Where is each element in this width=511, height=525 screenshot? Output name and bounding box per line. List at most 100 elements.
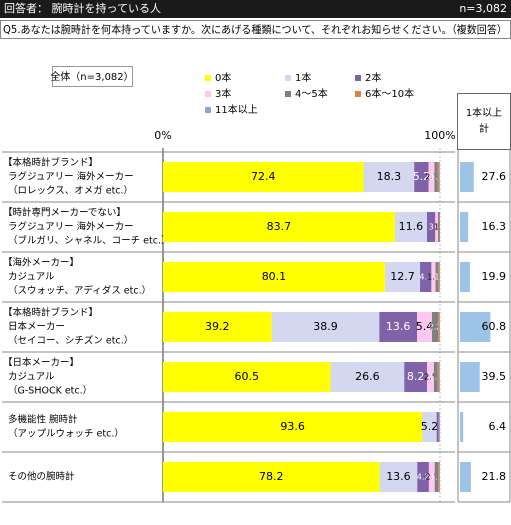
bar-segment xyxy=(435,212,439,242)
totals-title: 1本以上 xyxy=(466,106,502,119)
bar-segment xyxy=(438,412,440,442)
value-label: 1.5 xyxy=(427,273,440,282)
legend-swatch xyxy=(205,91,211,97)
legend-label: 11本以上 xyxy=(215,103,258,116)
total-bar xyxy=(460,312,491,342)
value-label: 83.7 xyxy=(267,220,292,233)
bar-segment xyxy=(437,362,440,392)
value-label: 60.5 xyxy=(235,370,260,383)
bar-segment xyxy=(439,362,440,392)
value-label: 11.6 xyxy=(399,220,424,233)
value-label: 72.4 xyxy=(251,170,276,183)
bar-segment xyxy=(394,212,427,242)
total-label: 19.9 xyxy=(482,270,507,283)
category-label: 【本格時計ブランド】 xyxy=(3,307,98,319)
value-label: 8.2 xyxy=(407,370,425,383)
bar-segment xyxy=(438,462,440,492)
bar-segment xyxy=(163,212,395,242)
legend-label: 4～5本 xyxy=(295,87,328,100)
total-bar xyxy=(460,462,471,492)
bar-segment xyxy=(439,212,440,242)
bar-segment xyxy=(434,462,439,492)
bar-segment xyxy=(428,462,435,492)
total-bar xyxy=(460,212,469,242)
category-label: ラグジュアリー 海外メーカー xyxy=(8,221,134,233)
bar-segment xyxy=(422,412,437,442)
value-label: 18.3 xyxy=(377,170,402,183)
value-label: 2.1 xyxy=(425,173,438,182)
category-label: 多機能性 腕時計 xyxy=(8,414,78,426)
total-label: 6.4 xyxy=(489,420,507,433)
bar-segment xyxy=(426,362,434,392)
bar-segment xyxy=(414,162,429,192)
value-label: 38.9 xyxy=(313,320,338,333)
category-label: （ブルガリ、シャネル、コーチ etc.） xyxy=(8,235,170,247)
value-label: 2.2 xyxy=(429,323,442,332)
bar-segment xyxy=(363,162,415,192)
total-label: 16.3 xyxy=(482,220,507,233)
bar-segment xyxy=(438,212,440,242)
bar-segment xyxy=(404,362,427,392)
bar-segment xyxy=(438,262,440,292)
value-label: 4.1 xyxy=(419,273,432,282)
total-label: 39.5 xyxy=(482,370,507,383)
total-label: 21.8 xyxy=(482,470,507,483)
bar-segment xyxy=(420,262,432,292)
bar-segment xyxy=(271,312,380,342)
category-label: 【日本メーカー】 xyxy=(3,357,79,369)
category-label: 【海外メーカー】 xyxy=(3,257,79,269)
bar-segment xyxy=(436,412,439,442)
category-label: （セイコー、シチズン etc.） xyxy=(8,335,133,347)
subtitle-box xyxy=(52,66,133,87)
category-label: 【本格時計ブランド】 xyxy=(3,157,98,169)
bar-segment xyxy=(433,362,438,392)
x-tick-label: 0% xyxy=(154,129,171,142)
bar-segment xyxy=(163,262,385,292)
x-tick-label: 100% xyxy=(424,129,455,142)
header-right: n=3,082 xyxy=(459,2,507,15)
value-label: 1 xyxy=(434,223,439,232)
header-left: 回答者： 腕時計を持っている人 xyxy=(4,1,161,15)
bar-segment xyxy=(163,462,380,492)
value-label: 78.2 xyxy=(259,470,284,483)
category-label: ラグジュアリー 海外メーカー xyxy=(8,171,134,183)
total-label: 27.6 xyxy=(482,170,507,183)
bar-segment xyxy=(163,362,331,392)
bar-segment xyxy=(330,362,405,392)
category-label: その他の腕時計 xyxy=(8,471,75,483)
value-label: 1.2 xyxy=(430,173,443,182)
value-label: 1 xyxy=(434,273,439,282)
bar-segment xyxy=(163,162,364,192)
legend-swatch xyxy=(205,75,211,81)
category-label: 日本メーカー xyxy=(8,321,65,333)
value-label: 5.4 xyxy=(416,320,434,333)
category-label: カジュアル xyxy=(8,272,55,283)
totals-header-box xyxy=(457,93,511,150)
bar-segment xyxy=(384,262,421,292)
value-label: 93.6 xyxy=(280,420,305,433)
totals-title: 計 xyxy=(479,122,489,135)
total-label: 60.8 xyxy=(482,320,507,333)
total-bar xyxy=(460,412,464,442)
value-label: 3 xyxy=(429,223,434,232)
bar-segment xyxy=(379,462,418,492)
category-label: 【時計専門メーカーでない】 xyxy=(3,207,126,219)
category-label: （スウォッチ、アディダス etc.） xyxy=(8,285,151,297)
question: Q5.あなたは腕時計を何本持っていますか。次にあげる種類について、それぞれお知ら… xyxy=(3,23,507,36)
value-label: 13.6 xyxy=(386,470,411,483)
value-label: 26.6 xyxy=(355,370,380,383)
bar-segment xyxy=(379,312,418,342)
bar-segment xyxy=(431,312,439,342)
bar-segment xyxy=(431,262,436,292)
bar-segment xyxy=(434,162,438,192)
value-label: 5.2 xyxy=(421,420,439,433)
total-bar xyxy=(460,162,474,192)
bar-segment xyxy=(426,212,436,242)
bar-segment xyxy=(439,312,440,342)
header-bar xyxy=(0,0,511,18)
bar-segment xyxy=(437,162,440,192)
legend-swatch xyxy=(205,107,211,113)
bar-segment xyxy=(438,312,440,342)
category-label: カジュアル xyxy=(8,372,55,383)
subtitle: 全体（n=3,082） xyxy=(50,70,133,83)
